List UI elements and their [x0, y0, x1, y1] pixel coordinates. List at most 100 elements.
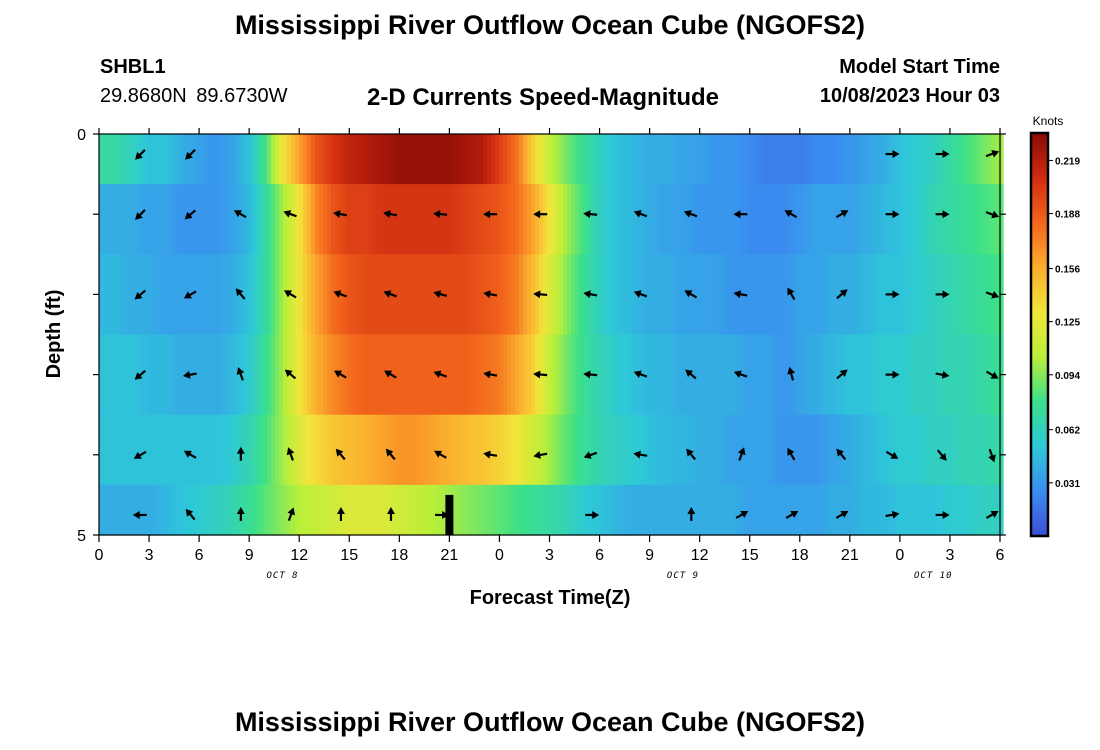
- heatmap-cell: [599, 484, 604, 536]
- heatmap-cell: [467, 414, 472, 486]
- heatmap-cell: [263, 334, 268, 416]
- heatmap-cell: [111, 414, 116, 486]
- x-tick-label: 0: [95, 547, 104, 564]
- heatmap-cell: [679, 134, 684, 185]
- heatmap-cell: [539, 184, 544, 255]
- heatmap-cell: [619, 414, 624, 486]
- heatmap-cell: [583, 484, 588, 536]
- heatmap-cell: [355, 484, 360, 536]
- heatmap-cell: [575, 184, 580, 255]
- heatmap-cell: [915, 484, 920, 536]
- heatmap-cell: [455, 254, 460, 336]
- current-arrow: [935, 150, 950, 159]
- heatmap-cell: [547, 184, 552, 255]
- heatmap-cell: [503, 414, 508, 486]
- heatmap-cell: [431, 414, 436, 486]
- heatmap-cell: [827, 414, 832, 486]
- current-arrow: [383, 210, 398, 218]
- heatmap-cell: [499, 184, 504, 255]
- heatmap-cell: [715, 484, 720, 536]
- heatmap-cell: [535, 484, 540, 536]
- heatmap-cell: [551, 184, 556, 255]
- heatmap-cell: [275, 334, 280, 416]
- heatmap-cell: [979, 484, 984, 536]
- heatmap-cell: [195, 414, 200, 486]
- heatmap-cell: [867, 334, 872, 416]
- heatmap-cell: [427, 484, 432, 536]
- heatmap-cell: [283, 184, 288, 255]
- heatmap-cell: [923, 254, 928, 336]
- heatmap-cell: [279, 254, 284, 336]
- heatmap-cell: [475, 134, 480, 185]
- heatmap-cell: [783, 254, 788, 336]
- heatmap-cell: [119, 484, 124, 536]
- heatmap-cell: [271, 484, 276, 536]
- heatmap-cell: [307, 484, 312, 536]
- heatmap-cell: [355, 184, 360, 255]
- current-arrow: [135, 149, 146, 160]
- heatmap-cell: [751, 184, 756, 255]
- heatmap-cell: [295, 414, 300, 486]
- heatmap-cell: [767, 184, 772, 255]
- heatmap-cell: [231, 184, 236, 255]
- heatmap-cell: [991, 484, 996, 536]
- heatmap-cell: [859, 484, 864, 536]
- heatmap-cell: [251, 414, 256, 486]
- heatmap-cell: [147, 134, 152, 185]
- heatmap-cell: [959, 184, 964, 255]
- heatmap-cell: [663, 134, 668, 185]
- current-arrow: [583, 451, 598, 459]
- heatmap-cell: [147, 414, 152, 486]
- heatmap-cell: [627, 414, 632, 486]
- heatmap-cell: [831, 184, 836, 255]
- heatmap-cell: [667, 334, 672, 416]
- heatmap-cell: [343, 254, 348, 336]
- heatmap-cell: [635, 414, 640, 486]
- current-arrow: [236, 446, 245, 461]
- heatmap-cell: [823, 484, 828, 536]
- heatmap-cell: [779, 414, 784, 486]
- heatmap-cell: [707, 414, 712, 486]
- heatmap-cell: [699, 184, 704, 255]
- heatmap-cell: [455, 184, 460, 255]
- heatmap-cell: [711, 484, 716, 536]
- heatmap-cell: [987, 334, 992, 416]
- heatmap-cell: [747, 334, 752, 416]
- heatmap-cell: [207, 184, 212, 255]
- heatmap-cell: [951, 134, 956, 185]
- heatmap-cell: [395, 334, 400, 416]
- current-arrow: [335, 448, 346, 461]
- heatmap-cell: [543, 414, 548, 486]
- heatmap-cell: [679, 484, 684, 536]
- heatmap-cell: [995, 334, 1000, 416]
- heatmap-cell: [775, 414, 780, 486]
- heatmap-cell: [587, 484, 592, 536]
- heatmap-cell: [475, 414, 480, 486]
- heatmap-cell: [595, 484, 600, 536]
- heatmap-cell: [839, 184, 844, 255]
- heatmap-cell: [919, 254, 924, 336]
- heatmap-cell: [259, 334, 264, 416]
- current-arrow: [885, 290, 900, 299]
- heatmap-cell: [943, 414, 948, 486]
- heatmap-cell: [967, 184, 972, 255]
- heatmap-cell: [111, 484, 116, 536]
- heatmap-cell: [999, 184, 1004, 255]
- heatmap-cell: [703, 134, 708, 185]
- heatmap-cell: [707, 184, 712, 255]
- heatmap-cell: [279, 184, 284, 255]
- heatmap-cell: [919, 184, 924, 255]
- heatmap-cell: [883, 134, 888, 185]
- heatmap-cell: [459, 414, 464, 486]
- heatmap-cell: [563, 184, 568, 255]
- heatmap-cell: [795, 334, 800, 416]
- heatmap-cell: [159, 334, 164, 416]
- heatmap-cell: [931, 134, 936, 185]
- heatmap-cell: [983, 414, 988, 486]
- heatmap-cell: [659, 254, 664, 336]
- current-vector-arrows: [132, 149, 1000, 521]
- heatmap-cell: [715, 134, 720, 185]
- heatmap-cell: [483, 484, 488, 536]
- heatmap-cell: [439, 134, 444, 185]
